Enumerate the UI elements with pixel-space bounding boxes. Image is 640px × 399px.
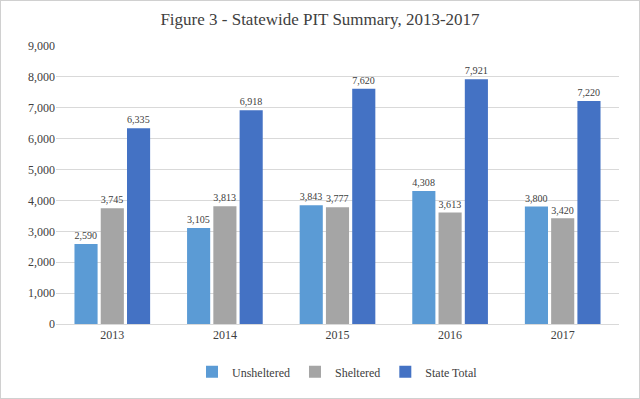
svg-text:8,000: 8,000	[28, 70, 55, 84]
svg-text:2016: 2016	[438, 328, 462, 342]
svg-text:3,000: 3,000	[28, 225, 55, 239]
svg-text:2014: 2014	[213, 328, 237, 342]
svg-text:State Total: State Total	[425, 366, 477, 380]
svg-text:5,000: 5,000	[28, 163, 55, 177]
svg-text:Sheltered: Sheltered	[335, 366, 380, 380]
svg-text:7,220: 7,220	[577, 87, 600, 98]
svg-text:3,105: 3,105	[187, 214, 210, 225]
svg-text:3,745: 3,745	[101, 194, 124, 205]
svg-text:3,843: 3,843	[300, 191, 323, 202]
svg-text:3,613: 3,613	[439, 199, 462, 210]
svg-text:4,000: 4,000	[28, 194, 55, 208]
svg-text:3,420: 3,420	[551, 205, 574, 216]
svg-text:9,000: 9,000	[28, 39, 55, 53]
svg-text:6,335: 6,335	[127, 114, 150, 125]
svg-text:1,000: 1,000	[28, 286, 55, 300]
svg-text:0: 0	[49, 317, 55, 331]
svg-text:2,590: 2,590	[74, 230, 97, 241]
svg-text:2015: 2015	[326, 328, 350, 342]
svg-text:3,777: 3,777	[326, 193, 349, 204]
svg-text:7,620: 7,620	[352, 75, 375, 86]
svg-text:2013: 2013	[100, 328, 124, 342]
svg-text:2017: 2017	[551, 328, 575, 342]
svg-text:Figure 3 - Statewide PIT Summa: Figure 3 - Statewide PIT Summary, 2013-2…	[160, 10, 480, 29]
svg-text:6,000: 6,000	[28, 132, 55, 146]
svg-text:Unsheltered: Unsheltered	[232, 366, 290, 380]
svg-text:4,308: 4,308	[412, 177, 435, 188]
svg-text:6,918: 6,918	[240, 96, 263, 107]
svg-text:3,800: 3,800	[525, 193, 548, 204]
svg-text:7,000: 7,000	[28, 101, 55, 115]
svg-text:2,000: 2,000	[28, 255, 55, 269]
svg-text:3,813: 3,813	[213, 192, 236, 203]
svg-text:7,921: 7,921	[465, 65, 488, 76]
